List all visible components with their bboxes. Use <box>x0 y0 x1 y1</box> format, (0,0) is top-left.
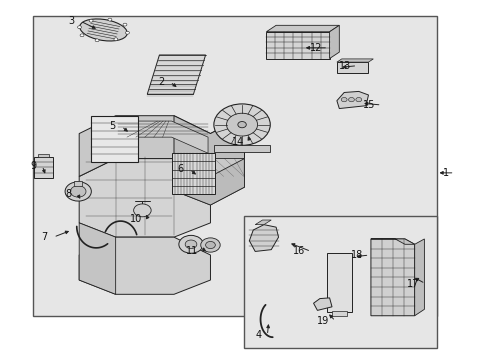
Text: 13: 13 <box>339 61 351 71</box>
Circle shape <box>185 240 197 249</box>
Text: 10: 10 <box>130 214 142 224</box>
Bar <box>38 154 49 157</box>
Circle shape <box>108 18 112 21</box>
Polygon shape <box>336 59 372 62</box>
Polygon shape <box>266 25 339 32</box>
Polygon shape <box>370 239 414 244</box>
Bar <box>331 311 346 316</box>
Text: 16: 16 <box>292 247 305 256</box>
Polygon shape <box>313 298 331 310</box>
Polygon shape <box>79 116 244 176</box>
Text: 3: 3 <box>68 16 74 26</box>
Polygon shape <box>255 220 271 225</box>
Polygon shape <box>79 237 210 294</box>
Polygon shape <box>336 62 368 73</box>
Circle shape <box>348 98 354 102</box>
Circle shape <box>123 23 127 26</box>
Text: 2: 2 <box>158 77 164 87</box>
Polygon shape <box>249 225 278 251</box>
Circle shape <box>237 122 246 128</box>
Text: 14: 14 <box>232 138 244 148</box>
Bar <box>33 16 436 316</box>
Text: 9: 9 <box>30 161 36 171</box>
Text: 6: 6 <box>177 164 183 174</box>
Bar <box>171 153 215 194</box>
Bar <box>91 116 137 162</box>
Text: 12: 12 <box>309 43 322 53</box>
Text: 19: 19 <box>317 316 329 326</box>
Text: 15: 15 <box>363 100 375 110</box>
Polygon shape <box>414 239 424 316</box>
Circle shape <box>89 19 93 22</box>
Polygon shape <box>266 32 329 59</box>
Text: 8: 8 <box>65 189 72 199</box>
Circle shape <box>95 39 99 42</box>
Polygon shape <box>174 158 244 205</box>
Circle shape <box>65 182 91 201</box>
Circle shape <box>201 238 220 252</box>
Polygon shape <box>118 121 207 153</box>
Text: 4: 4 <box>255 330 261 341</box>
Text: 7: 7 <box>41 232 47 242</box>
Bar <box>326 253 352 312</box>
Circle shape <box>355 98 361 102</box>
Text: 11: 11 <box>185 247 198 256</box>
Circle shape <box>341 98 346 102</box>
Circle shape <box>78 26 81 29</box>
Polygon shape <box>174 116 244 176</box>
Bar <box>74 181 82 186</box>
Circle shape <box>133 204 151 217</box>
Polygon shape <box>174 158 244 205</box>
Ellipse shape <box>80 19 127 41</box>
Text: 1: 1 <box>442 168 448 178</box>
Text: 5: 5 <box>109 121 116 131</box>
Circle shape <box>205 242 215 249</box>
Circle shape <box>70 186 86 197</box>
Circle shape <box>226 113 257 136</box>
Polygon shape <box>336 91 368 109</box>
Text: 18: 18 <box>351 250 363 260</box>
Bar <box>244 216 436 348</box>
Circle shape <box>114 38 118 41</box>
Circle shape <box>179 235 203 253</box>
Polygon shape <box>329 25 339 59</box>
Polygon shape <box>370 239 414 316</box>
Polygon shape <box>147 55 205 94</box>
Circle shape <box>80 34 84 37</box>
Bar <box>213 145 270 153</box>
Circle shape <box>125 31 129 34</box>
Circle shape <box>213 104 270 145</box>
Text: 17: 17 <box>407 279 419 289</box>
Polygon shape <box>79 158 210 237</box>
Polygon shape <box>79 223 116 294</box>
Bar <box>34 157 53 178</box>
